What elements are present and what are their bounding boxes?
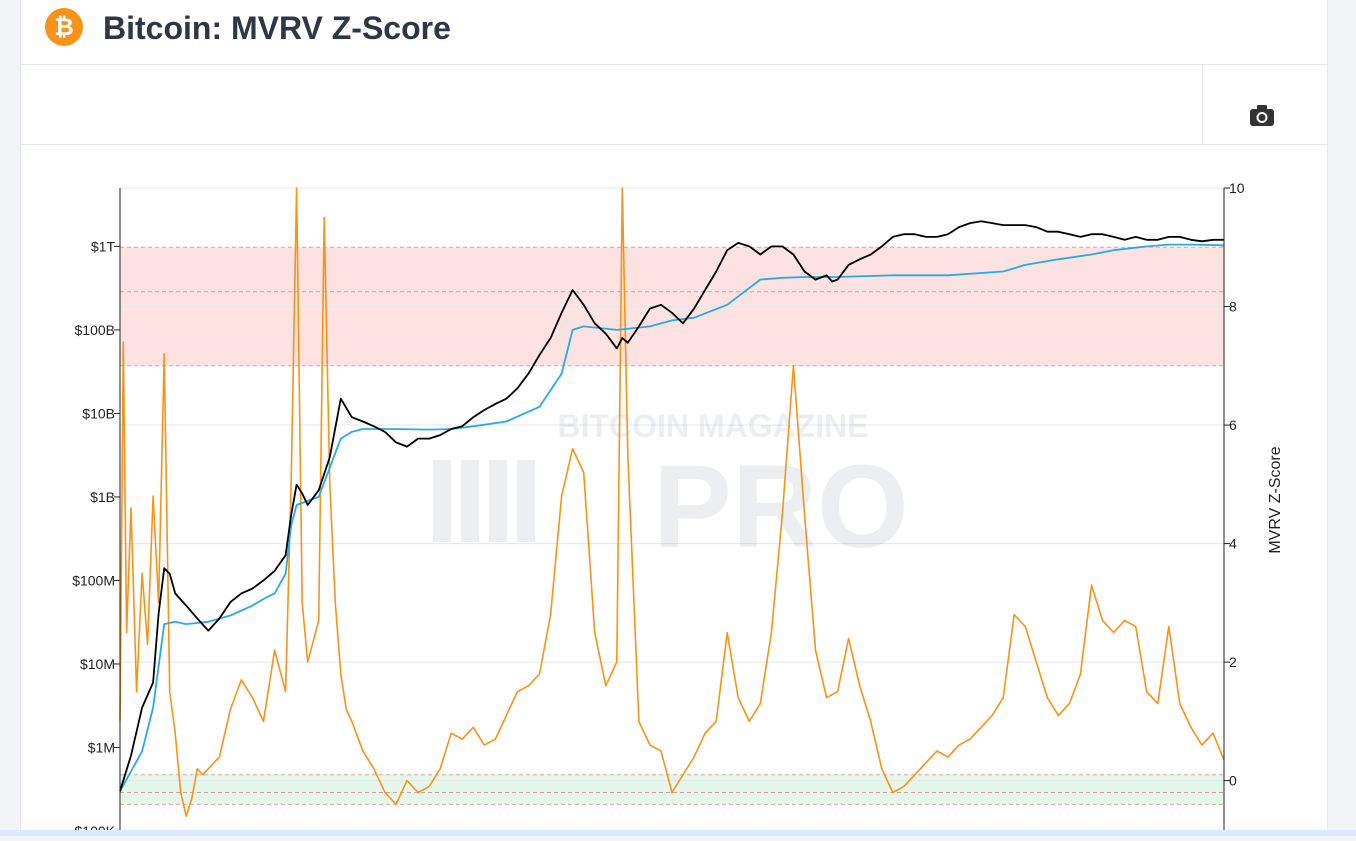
- left-tick-label-0: $1T: [91, 238, 116, 254]
- title-bar: ₿ Bitcoin: MVRV Z-Score: [21, 0, 1327, 65]
- watermark-line1: BITCOIN MAGAZINE: [557, 408, 868, 444]
- left-tick-label-5: $10M: [80, 656, 115, 672]
- chart-area: BITCOIN MAGAZINE PRO $1T $100B $10B $1B $100…: [21, 145, 1327, 839]
- left-tick-label-2: $10B: [82, 405, 115, 421]
- page-title: Bitcoin: MVRV Z-Score: [103, 10, 451, 46]
- right-tick-label-4: 2: [1229, 654, 1237, 670]
- series-line-realized_cap: [119, 243, 1225, 792]
- bottom-scroll-strip: [0, 830, 1356, 836]
- series-line-mvrv_zscore: [119, 187, 1225, 818]
- left-tick-label-6: $1M: [88, 739, 115, 755]
- left-tick-label-3: $1B: [90, 489, 115, 505]
- watermark-line2: PRO: [653, 441, 909, 573]
- chart-toolbar: [21, 64, 1327, 145]
- camera-icon[interactable]: [1247, 102, 1281, 130]
- bitcoin-icon: ₿: [45, 8, 83, 46]
- right-tick-label-0: 10: [1229, 180, 1245, 196]
- series-line-market_cap: [119, 220, 1224, 792]
- page-panel: ₿ Bitcoin: MVRV Z-Score BITCOIN MAGAZINE: [20, 0, 1328, 839]
- right-tick-label-1: 8: [1229, 299, 1237, 315]
- left-tick-label-4: $100M: [72, 572, 115, 588]
- toolbar-divider: [1202, 64, 1203, 144]
- right-tick-label-3: 4: [1229, 536, 1237, 552]
- left-tick-label-1: $100B: [75, 322, 115, 338]
- mvrv-chart[interactable]: BITCOIN MAGAZINE PRO $1T $100B $10B $1B $100…: [21, 145, 1327, 839]
- right-tick-label-2: 6: [1229, 417, 1237, 433]
- right-axis-title: MVRV Z-Score: [1267, 446, 1284, 553]
- watermark-logo: [433, 460, 535, 542]
- right-tick-label-5: 0: [1229, 773, 1237, 789]
